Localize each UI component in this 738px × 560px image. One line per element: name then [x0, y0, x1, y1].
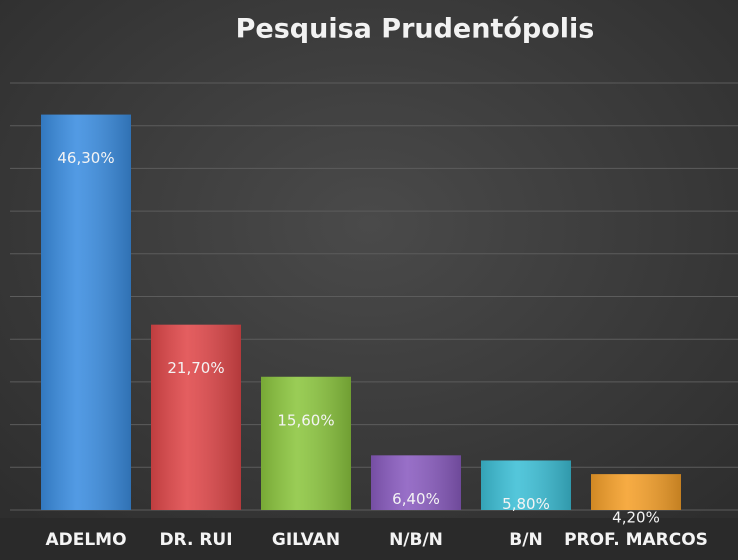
bar-shine [261, 376, 351, 510]
bar-shine [371, 455, 461, 510]
data-label: 6,40% [392, 490, 440, 508]
data-label: 5,80% [502, 495, 550, 513]
data-label: 21,70% [167, 359, 224, 377]
chart-title: Pesquisa Prudentópolis [236, 14, 595, 45]
x-tick-label: N/B/N [389, 530, 443, 550]
category-strip [0, 518, 738, 560]
bar-shine [591, 474, 681, 510]
x-tick-label: DR. RUI [159, 530, 232, 550]
bar-shine [151, 324, 241, 510]
x-tick-label: B/N [509, 530, 542, 550]
data-label: 46,30% [57, 149, 114, 167]
x-tick-label: ADELMO [45, 530, 126, 550]
bar-shine [481, 460, 571, 510]
data-label: 4,20% [612, 509, 660, 527]
data-label: 15,60% [277, 411, 334, 429]
bar-shine [41, 114, 131, 511]
x-tick-label: GILVAN [272, 530, 340, 550]
x-tick-label: PROF. MARCOS [564, 530, 708, 550]
